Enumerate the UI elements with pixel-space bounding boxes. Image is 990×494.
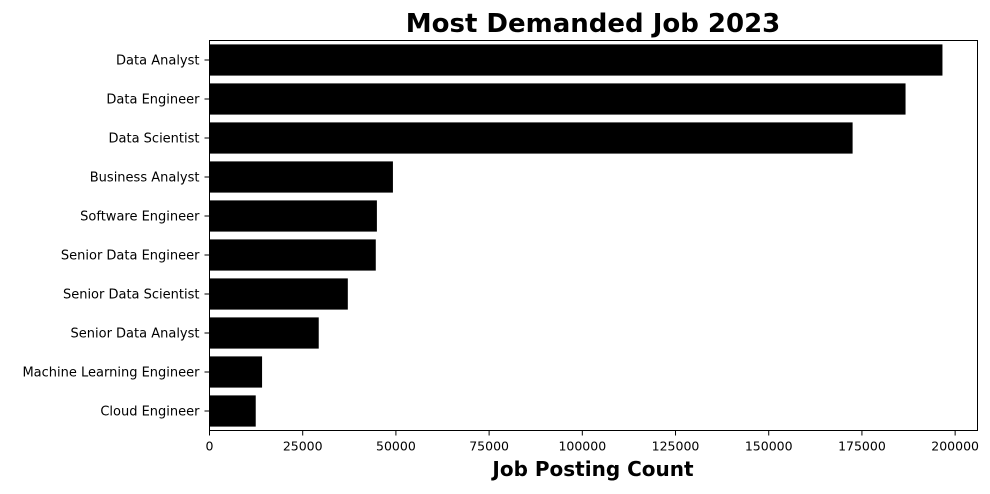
- category-label: Data Analyst: [116, 54, 199, 69]
- bars-layer: [209, 44, 943, 427]
- chart-title: Most Demanded Job 2023: [406, 9, 781, 39]
- x-tick-label: 200000: [931, 439, 979, 454]
- category-label: Data Scientist: [109, 132, 200, 147]
- bar: [209, 317, 319, 349]
- category-label: Senior Data Engineer: [61, 249, 200, 264]
- y-axis-categories: Data Analyst Data Engineer Data Scientist B…: [22, 54, 210, 420]
- bar: [209, 239, 376, 271]
- category-label: Senior Data Analyst: [71, 327, 200, 342]
- bar: [209, 122, 853, 154]
- category-label: Senior Data Scientist: [63, 288, 200, 303]
- x-axis-ticks: 0 25000 50000 75000 100000 125000 150000 175000…: [206, 430, 979, 454]
- bar: [209, 278, 348, 310]
- x-tick-label: 50000: [376, 439, 416, 454]
- x-axis-label: Job Posting Count: [490, 457, 694, 481]
- category-label: Cloud Engineer: [100, 405, 200, 420]
- category-label: Data Engineer: [106, 93, 200, 108]
- bar: [209, 356, 263, 388]
- bar: [209, 44, 943, 76]
- category-label: Software Engineer: [80, 210, 200, 225]
- x-tick-label: 175000: [838, 439, 886, 454]
- bar: [209, 200, 377, 232]
- category-label: Business Analyst: [90, 171, 200, 186]
- category-label: Machine Learning Engineer: [22, 366, 200, 381]
- x-tick-label: 125000: [652, 439, 700, 454]
- x-tick-label: 25000: [283, 439, 323, 454]
- x-tick-label: 0: [206, 439, 214, 454]
- plot-frame: [209, 40, 978, 431]
- x-tick-label: 100000: [558, 439, 606, 454]
- bar: [209, 161, 393, 193]
- bar: [209, 83, 906, 115]
- bar: [209, 395, 256, 427]
- x-tick-label: 150000: [745, 439, 793, 454]
- x-tick-label: 75000: [469, 439, 509, 454]
